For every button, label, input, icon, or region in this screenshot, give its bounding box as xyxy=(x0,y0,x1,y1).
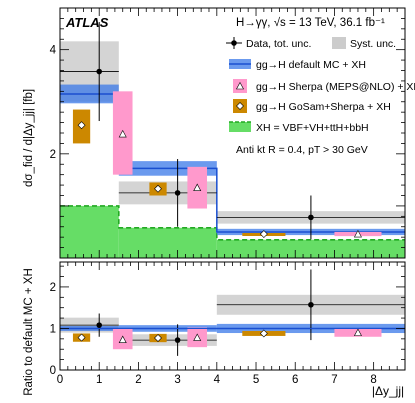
legend-label-diamond: gg→H GoSam+Sherpa + XH xyxy=(256,101,391,113)
x-tick-label: 1 xyxy=(96,374,102,386)
main-sherpa-marker-1 xyxy=(193,183,202,191)
legend-syst-symbol xyxy=(332,37,346,49)
ratio-data-point-1 xyxy=(174,337,181,343)
main-sherpa-marker-0 xyxy=(118,129,127,138)
main-y-axis-title: dσ_fid / d|Δy_jj| [fb] xyxy=(23,89,35,187)
ratio-panel: 0 1 2 0 1 2 3 4 5 6 7 8 xyxy=(50,261,406,386)
main-gosam-marker-0 xyxy=(77,121,86,130)
legend-data-label: Data, tot. unc. xyxy=(246,38,311,50)
x-tick-label: 5 xyxy=(253,374,259,386)
main-ytick-label: 2 xyxy=(50,149,56,161)
x-tick-label: 0 xyxy=(57,374,63,386)
atlas-label: ATLAS xyxy=(65,15,109,30)
main-panel: 24 xyxy=(50,7,406,259)
ratio-data-point-2 xyxy=(308,301,314,308)
main-xh-bar-0 xyxy=(60,205,119,258)
ratio-ytick-label: 0 xyxy=(50,365,56,377)
legend-syst-label: Syst. unc. xyxy=(350,38,396,50)
legend-sherpa-marker xyxy=(235,81,245,90)
ratio-ytick-label: 1 xyxy=(50,323,56,335)
main-xh-bar-1 xyxy=(118,227,217,258)
main-xh-line xyxy=(60,205,405,241)
main-ytick-label: 4 xyxy=(50,45,57,57)
x-tick-label: 4 xyxy=(214,374,221,386)
ratio-y-axis-title: Ratio to default MC + XH xyxy=(23,268,35,396)
x-tick-label: 8 xyxy=(370,374,376,386)
ratio-gosam-marker-2 xyxy=(259,329,268,338)
ratio-frame xyxy=(59,261,406,371)
main-data-point-0 xyxy=(96,68,103,75)
legend-data-symbol xyxy=(231,40,237,46)
ratio-gosam-marker-0 xyxy=(77,333,86,342)
x-axis-title: |Δy_jj| xyxy=(372,384,404,398)
legend-xh-symbol xyxy=(229,122,251,132)
main-gosam-marker-2 xyxy=(259,230,268,238)
main-data-point-1 xyxy=(174,190,181,196)
ratio-gosam-marker-1 xyxy=(154,334,162,342)
ratio-sherpa-marker-2 xyxy=(353,328,362,336)
legend: Data, tot. unc. Syst. unc. gg→H default MC… xyxy=(226,37,415,134)
x-tick-label: 2 xyxy=(135,374,141,386)
main-default-mc-line xyxy=(60,93,405,233)
main-gosam-marker-1 xyxy=(154,184,162,193)
selection-label: Anti kt R = 0.4, pT > 30 GeV xyxy=(236,144,368,156)
legend-label-dashed: XH = VBF+VH+ttH+bbH xyxy=(256,122,369,134)
legend-gosam-marker xyxy=(236,102,244,110)
x-tick-label: 3 xyxy=(174,374,180,386)
x-tick-label: 7 xyxy=(331,374,337,386)
ratio-sherpa-marker-0 xyxy=(118,335,127,343)
legend-label-band: gg→H default MC + XH xyxy=(256,59,366,71)
main-data-point-2 xyxy=(308,214,314,221)
ratio-sherpa-marker-1 xyxy=(193,333,202,341)
main-sherpa-marker-2 xyxy=(353,229,362,238)
ratio-ytick-label: 2 xyxy=(50,282,56,294)
process-label: H→γγ, √s = 13 TeV, 36.1 fb⁻¹ xyxy=(236,16,385,29)
main-xh-bar-2 xyxy=(216,239,405,258)
legend-label-triangle: gg→H Sherpa (MEPS@NLO) + XH xyxy=(256,81,415,93)
ratio-data-point-0 xyxy=(96,322,103,328)
x-tick-label: 6 xyxy=(292,374,298,386)
